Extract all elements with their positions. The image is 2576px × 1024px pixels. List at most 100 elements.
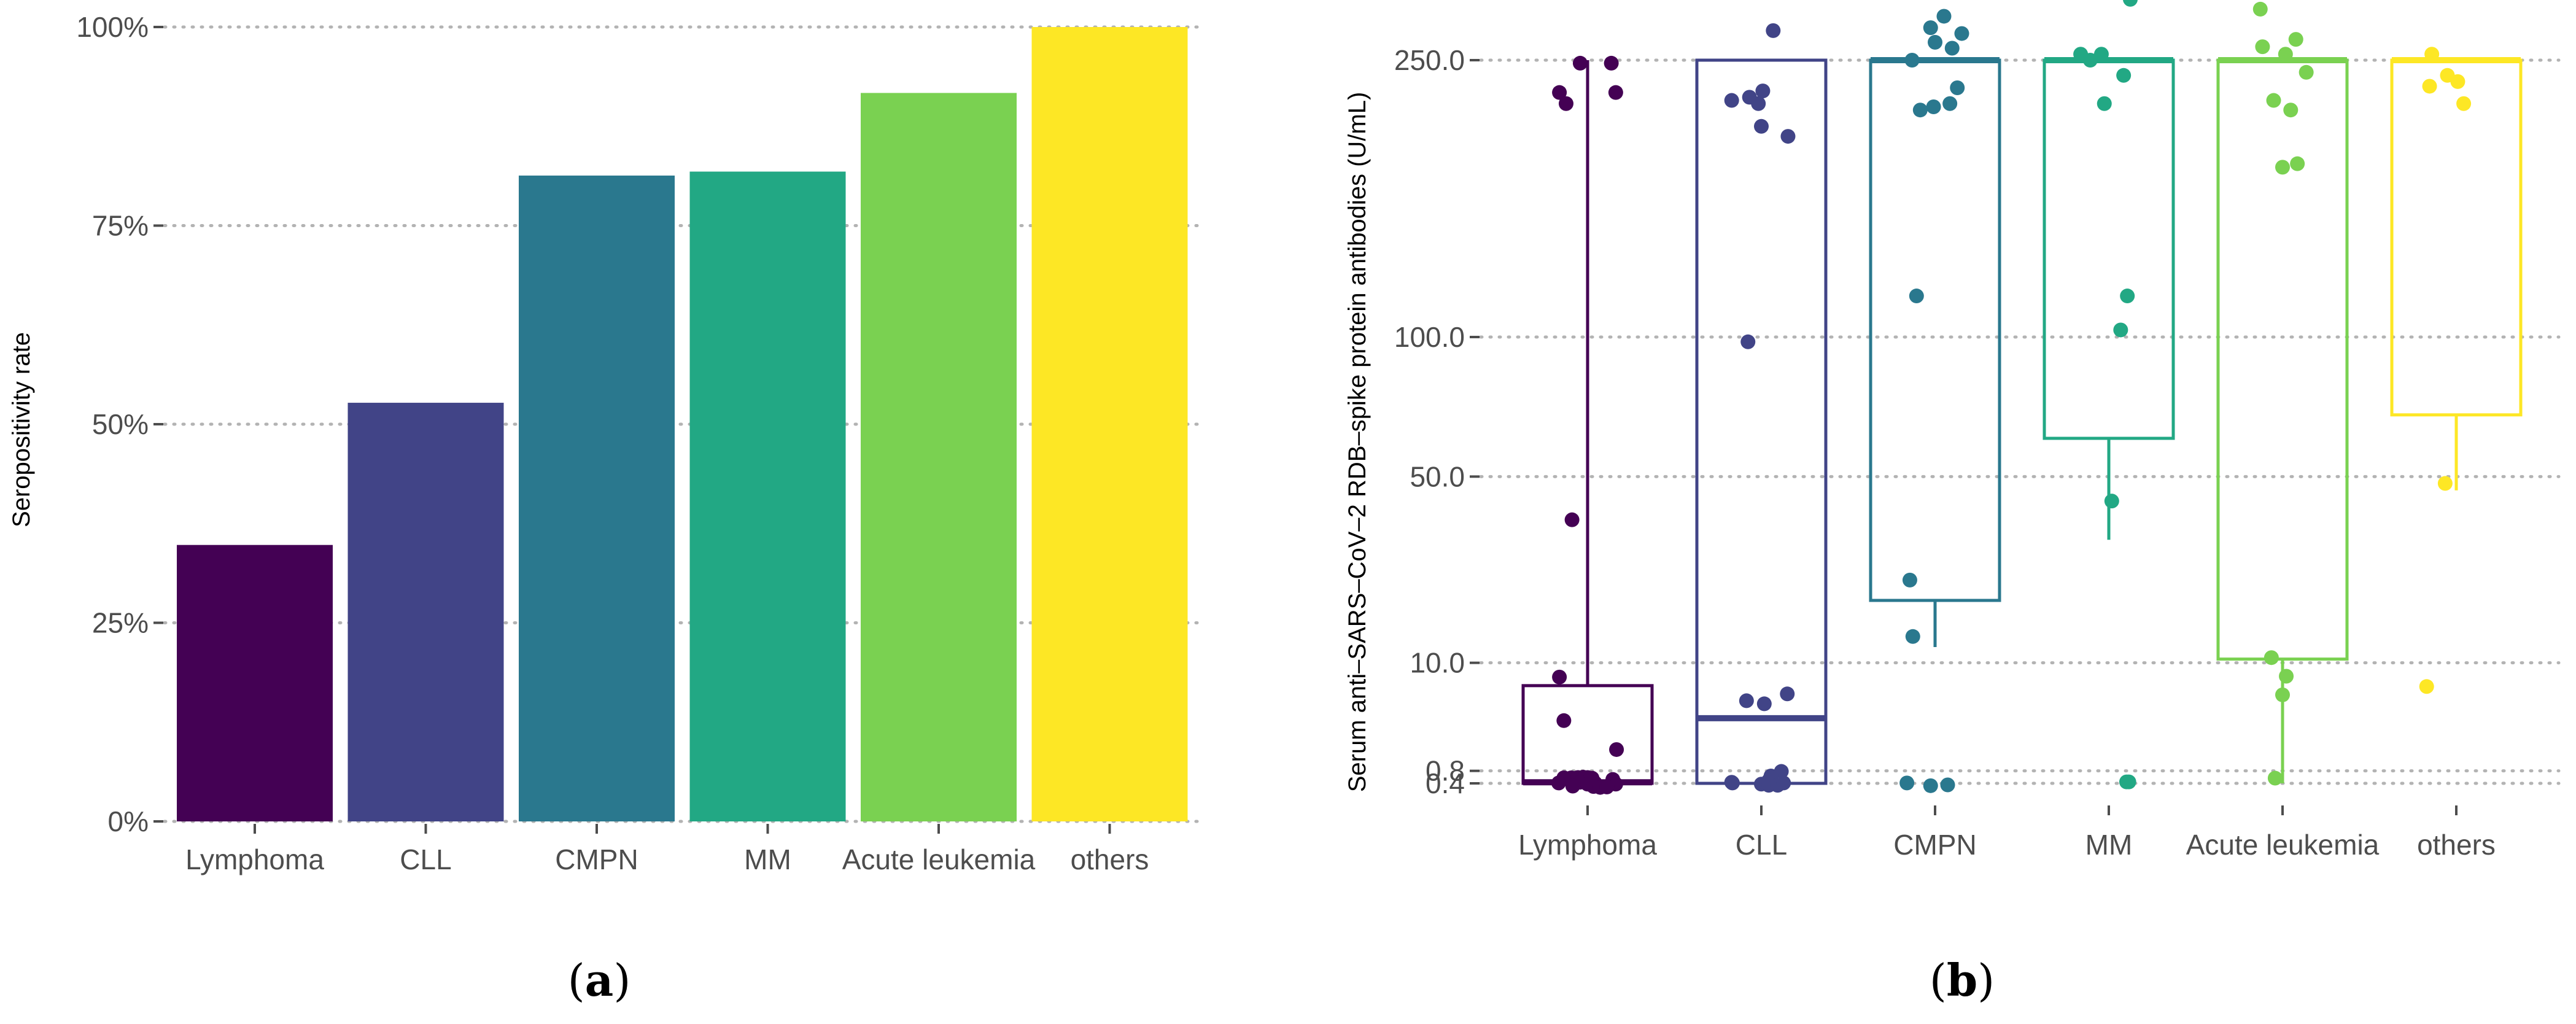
panel-b-x-tick-label: MM — [2085, 829, 2133, 861]
panel-a-y-ticks: 0% 25% 50% 75% 100% — [76, 11, 163, 837]
panel-b-point-others — [2424, 47, 2440, 62]
panel-b-point-acute-leukemia — [2275, 160, 2290, 175]
panel-b-point-lymphoma — [1552, 85, 1567, 100]
panel-b-points — [1551, 0, 2472, 795]
panel-b-point-lymphoma — [1572, 55, 1588, 71]
panel-b-point-mm — [2120, 289, 2135, 304]
panel-b-y-tick-label: 250.0 — [1394, 44, 1465, 76]
panel-b-point-lymphoma — [1564, 512, 1580, 527]
panel-b-point-mm — [2093, 47, 2109, 62]
panel-a-y-tick-label: 50% — [92, 408, 149, 440]
panel-a-gridlines — [163, 25, 1204, 823]
panel-b-y-tick-label: 0.8 — [1426, 755, 1465, 787]
panel-b-box-acute-leukemia — [2216, 58, 2349, 661]
panel-b-point-cmpn — [1904, 53, 1920, 68]
panel-a-y-tick-label: 0% — [108, 805, 149, 837]
panel-a-y-axis-title: Seropositivity rate — [8, 332, 35, 527]
panel-a-x-tick-label: others — [1071, 844, 1149, 875]
panel-b-point-cmpn — [1926, 99, 1941, 114]
panel-a-x-ticks: Lymphoma CLL CMPN MM Acute leukemia others — [185, 824, 1149, 875]
panel-b-y-axis-title: Serum anti–SARS–CoV–2 RDB–spike protein … — [1344, 92, 1371, 793]
panel-b-box-others — [2390, 58, 2523, 417]
panel-b-point-mm — [2123, 0, 2138, 7]
panel-b-point-lymphoma — [1599, 779, 1615, 794]
panel-a-x-tick-label: CLL — [400, 844, 451, 875]
panel-b-point-mm — [2113, 322, 2128, 338]
panel-b-point-acute-leukemia — [2252, 1, 2268, 17]
panel-a-bar-cll — [347, 403, 504, 821]
panel-b-point-mm — [2097, 96, 2112, 111]
panel-b-point-cmpn — [1905, 629, 1920, 644]
panel-b-point-others — [2422, 79, 2437, 94]
panel-b-point-cll — [1740, 334, 1756, 349]
panel-a-bar-others — [1031, 27, 1188, 821]
panel-b-point-cll — [1756, 696, 1772, 712]
panel-b-box-lymphoma — [1521, 684, 1654, 785]
panel-a-x-tick-label: MM — [744, 844, 791, 875]
panel-b-label: (b) — [1930, 954, 1995, 1006]
panel-b-point-mm — [2116, 68, 2132, 83]
panel-b-box-plot: 0.40.8 10.0 50.0 100.0 250.0 Lymphoma CLL CMPN… — [1344, 0, 2561, 1006]
panel-a-bar-mm — [689, 171, 846, 821]
panel-b-point-cmpn — [1940, 777, 1955, 793]
panel-b-point-mm — [2121, 774, 2136, 789]
panel-b-point-lymphoma — [1552, 669, 1567, 685]
panel-b-point-cmpn — [1923, 778, 1938, 793]
panel-b-point-others — [2419, 679, 2434, 694]
panel-b-point-cll — [1754, 118, 1769, 134]
panel-b-point-cmpn — [1936, 9, 1952, 24]
panel-a-bar-lymphoma — [177, 545, 333, 821]
panel-b-x-tick-label: others — [2417, 829, 2496, 861]
panel-b-point-cmpn — [1902, 572, 1917, 588]
panel-b-point-cmpn — [1912, 103, 1928, 118]
panel-b-label-open: ( — [1930, 955, 1947, 1006]
panel-b-box-cmpn — [1869, 58, 2001, 602]
panel-a-bar-chart: 0% 25% 50% 75% 100% Lymphoma CLL CMPN MM Acute l… — [8, 11, 1204, 1006]
panel-b-point-acute-leukemia — [2255, 39, 2270, 55]
panel-b-box-mm — [2043, 58, 2175, 440]
panel-b-point-others — [2437, 476, 2453, 491]
panel-b-point-cll — [1780, 686, 1795, 702]
panel-a-bar-acute-leukemia — [861, 93, 1017, 822]
panel-b-x-tick-label: CLL — [1736, 829, 1787, 861]
panel-b-y-tick-label: 0.4 — [1426, 767, 1465, 799]
panel-a-y-tick-label: 75% — [92, 210, 149, 242]
panel-a-bars — [177, 27, 1188, 822]
panel-a-x-tick-label: Acute leukemia — [842, 844, 1036, 875]
panel-b-point-acute-leukemia — [2275, 687, 2290, 702]
panel-b-point-cmpn — [1954, 26, 1969, 41]
panel-b-point-acute-leukemia — [2299, 64, 2314, 80]
panel-b-point-acute-leukemia — [2290, 156, 2305, 171]
panel-b-point-acute-leukemia — [2283, 103, 2299, 118]
panel-b-point-cll — [1780, 129, 1796, 144]
panel-b-point-cmpn — [1944, 41, 1960, 56]
panel-b-box-cll — [1695, 58, 1828, 785]
panel-b-gridlines — [1479, 58, 2561, 785]
panel-a-y-tick-label: 25% — [92, 607, 149, 639]
panel-a-x-tick-label: Lymphoma — [185, 844, 324, 875]
panel-b-point-cll — [1751, 96, 1766, 111]
panel-b-point-others — [2456, 96, 2472, 111]
panel-a-label-open: ( — [568, 955, 585, 1006]
panel-b-point-lymphoma — [1609, 742, 1624, 757]
panel-b-point-acute-leukemia — [2267, 770, 2283, 786]
panel-b-point-cll — [1755, 83, 1771, 99]
panel-b-point-acute-leukemia — [2278, 47, 2293, 62]
panel-b-point-lymphoma — [1565, 778, 1580, 794]
panel-b-x-tick-label: CMPN — [1893, 829, 1976, 861]
panel-b-point-cmpn — [1923, 20, 1938, 36]
panel-b-point-lymphoma — [1551, 775, 1566, 791]
panel-a-label-letter: a — [585, 954, 614, 1006]
panel-b-point-cll — [1724, 775, 1740, 791]
panel-b-point-lymphoma — [1604, 55, 1619, 71]
panel-b-point-cll — [1739, 693, 1754, 708]
panel-b-x-ticks: Lymphoma CLL CMPN MM Acute leukemia others — [1518, 805, 2496, 861]
panel-b-point-mm — [2104, 494, 2119, 509]
panel-a-label: (a) — [568, 954, 631, 1006]
panel-b-point-acute-leukemia — [2266, 93, 2281, 108]
panel-b-point-cmpn — [1928, 34, 1942, 50]
panel-b-y-tick-label: 10.0 — [1410, 647, 1465, 679]
panel-b-point-others — [2450, 74, 2465, 89]
panel-b-point-cll — [1724, 93, 1739, 108]
